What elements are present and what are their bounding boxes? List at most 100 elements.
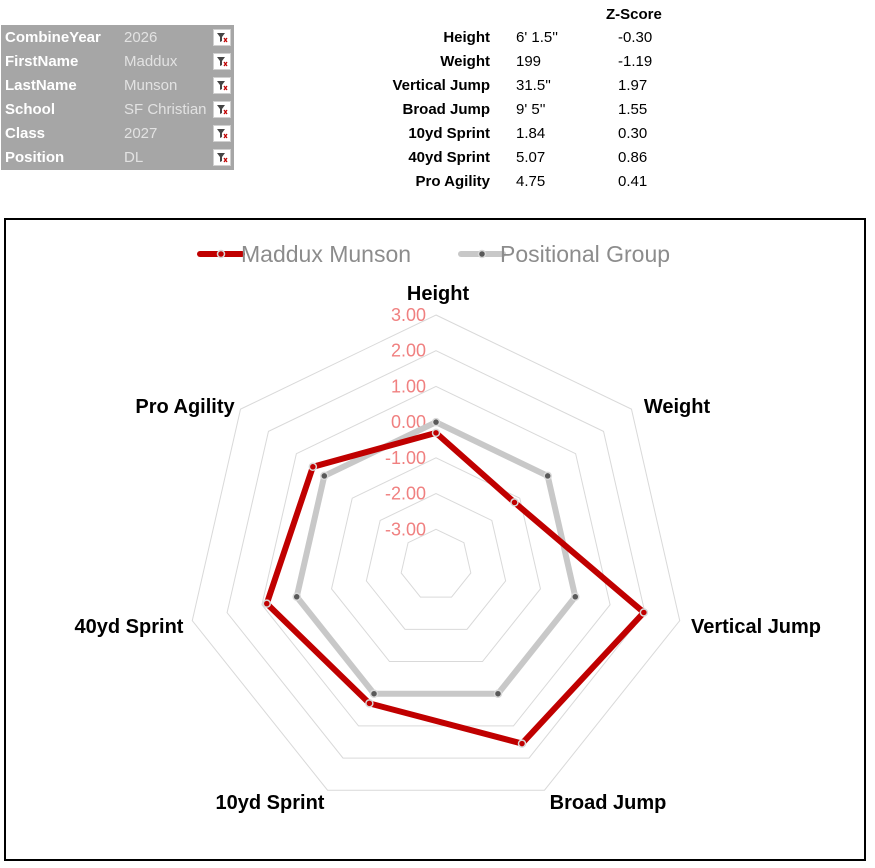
stat-value: 6' 1.5'': [516, 29, 558, 46]
radar-series: [262, 417, 649, 748]
filter-row-first-name: FirstName Maddux: [1, 50, 234, 74]
stat-name: Vertical Jump: [392, 77, 490, 94]
stats-row: 10yd Sprint 1.84 0.30: [370, 122, 690, 146]
filter-clear-icon[interactable]: [213, 101, 231, 118]
stat-zscore: -1.19: [618, 53, 653, 70]
data-point-positional-group: [369, 689, 379, 698]
stat-zscore: 1.55: [618, 101, 648, 118]
filter-value[interactable]: Maddux: [124, 53, 178, 70]
filter-row-last-name: LastName Munson: [1, 74, 234, 98]
legend: Maddux Munson Positional Group: [197, 241, 670, 267]
tick-label: 2.00: [391, 341, 426, 361]
stat-value: 9' 5'': [516, 101, 546, 118]
stats-row: Pro Agility 4.75 0.41: [370, 170, 690, 194]
axis-label: Height: [407, 283, 470, 305]
grid-ring: [191, 314, 681, 791]
data-point-player: [308, 462, 318, 472]
filter-row-class: Class 2027: [1, 122, 234, 146]
legend-label-group: Positional Group: [500, 241, 670, 267]
data-point-positional-group: [571, 592, 580, 602]
series-line-positional-group: [293, 419, 579, 697]
stats-row: 40yd Sprint 5.07 0.86: [370, 146, 690, 170]
radar-axis-labels: Height Weight Vertical Jump Broad Jump 10yd …: [75, 283, 821, 814]
stat-value: 199: [516, 53, 542, 70]
data-point-player: [517, 739, 527, 748]
axis-label: Broad Jump: [550, 792, 667, 814]
filter-label: CombineYear: [5, 29, 101, 46]
stat-name: Height: [443, 29, 490, 46]
stat-name: Broad Jump: [402, 101, 490, 118]
stat-zscore: 0.86: [618, 149, 648, 166]
data-point-player: [431, 428, 441, 438]
filter-row-combine-year: CombineYear 2026: [1, 26, 234, 50]
filter-value[interactable]: 2027: [124, 125, 158, 142]
data-point-player: [639, 608, 649, 617]
filter-value[interactable]: SF Christian: [124, 101, 207, 118]
grid-ring: [261, 385, 611, 727]
radar-tick-labels: 3.00 2.00 1.00 0.00 -1.00 -2.00 -3.00: [385, 305, 426, 539]
tick-label: -1.00: [385, 448, 426, 468]
data-point-player: [510, 498, 519, 507]
stats-row: Broad Jump 9' 5'' 1.55: [370, 98, 690, 122]
filter-label: Class: [5, 125, 46, 142]
tick-label: 3.00: [391, 305, 426, 325]
stat-zscore: -0.30: [618, 29, 653, 46]
radar-chart-frame: Maddux Munson Positional Group 3.00 2.00 1…: [4, 218, 866, 861]
stat-zscore: 1.97: [618, 77, 648, 94]
axis-label: 10yd Sprint: [216, 792, 325, 814]
filter-label: School: [5, 101, 56, 118]
data-point-player: [262, 599, 272, 608]
filter-clear-icon[interactable]: [213, 77, 231, 94]
zscore-header: Z-Score: [606, 6, 662, 23]
filter-clear-icon[interactable]: [213, 29, 231, 46]
stats-table: Z-Score Height 6' 1.5'' -0.30 Weight 199…: [370, 0, 690, 200]
tick-label: 1.00: [391, 376, 426, 396]
stat-zscore: 0.30: [618, 125, 648, 142]
grid-ring: [365, 493, 507, 630]
axis-label: Weight: [644, 396, 711, 418]
stat-zscore: 0.41: [618, 173, 648, 190]
grid-ring: [331, 457, 541, 663]
tick-label: 0.00: [391, 412, 426, 432]
legend-label-player: Maddux Munson: [241, 241, 411, 267]
data-point-player: [365, 699, 374, 708]
tick-label: -2.00: [385, 484, 426, 504]
filter-value[interactable]: DL: [124, 149, 144, 166]
stat-value: 1.84: [516, 125, 546, 142]
data-point-positional-group: [292, 592, 301, 602]
data-point-positional-group: [320, 471, 329, 481]
grid-ring: [400, 528, 472, 598]
filter-panel: CombineYear 2026 FirstName Maddux LastNa…: [1, 25, 234, 170]
stat-name: Weight: [440, 53, 490, 70]
filter-value[interactable]: Munson: [124, 77, 178, 94]
filter-value[interactable]: 2026: [124, 29, 158, 46]
filter-clear-icon[interactable]: [213, 125, 231, 142]
stats-row: Height 6' 1.5'' -0.30: [370, 26, 690, 50]
stats-row: Vertical Jump 31.5'' 1.97: [370, 74, 690, 98]
data-point-positional-group: [543, 471, 552, 481]
stat-value: 4.75: [516, 173, 546, 190]
stat-value: 31.5'': [516, 77, 551, 94]
grid-ring: [226, 350, 646, 759]
filter-row-position: Position DL: [1, 146, 234, 170]
stats-row: Weight 199 -1.19: [370, 50, 690, 74]
filter-clear-icon[interactable]: [213, 53, 231, 70]
filter-row-school: School SF Christian: [1, 98, 234, 122]
filter-label: FirstName: [5, 53, 79, 70]
filter-label: LastName: [5, 77, 77, 94]
filter-label: Position: [5, 149, 65, 166]
stat-value: 5.07: [516, 149, 546, 166]
radar-chart: Maddux Munson Positional Group 3.00 2.00 1…: [75, 241, 821, 814]
stat-name: Pro Agility: [415, 173, 490, 190]
axis-label: Vertical Jump: [691, 616, 821, 638]
axis-label: 40yd Sprint: [75, 616, 184, 638]
stat-name: 40yd Sprint: [408, 149, 490, 166]
legend-marker-player: [216, 249, 226, 259]
tick-label: -3.00: [385, 519, 426, 539]
legend-marker-group: [477, 249, 487, 259]
filter-clear-icon[interactable]: [213, 149, 231, 166]
series-line-player: [263, 429, 647, 747]
axis-label: Pro Agility: [135, 396, 235, 418]
data-point-positional-group: [493, 689, 503, 698]
data-point-positional-group: [431, 417, 441, 427]
